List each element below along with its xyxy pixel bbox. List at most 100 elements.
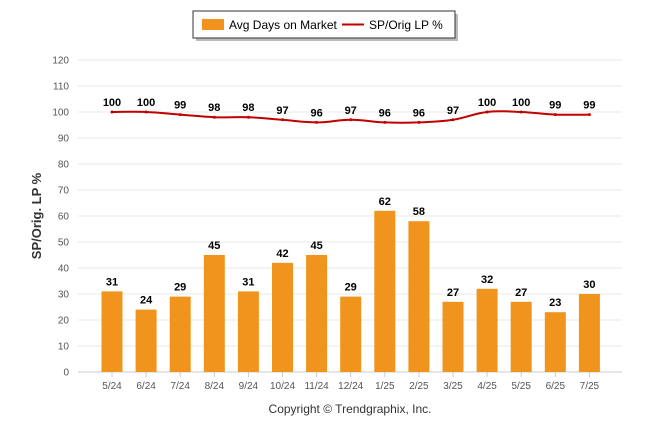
line-point xyxy=(110,110,114,114)
bar xyxy=(306,255,328,372)
x-tick-label: 3/25 xyxy=(443,381,463,392)
x-tick-label: 7/24 xyxy=(170,381,190,392)
y-tick-label: 10 xyxy=(58,342,70,353)
line-series xyxy=(110,110,591,124)
line-point xyxy=(485,110,489,114)
y-tick-label: 40 xyxy=(58,264,70,275)
line-value-label: 96 xyxy=(379,107,391,119)
y-tick-label: 90 xyxy=(58,134,70,145)
bar xyxy=(101,291,123,372)
y-axis-title: SP/Orig. LP % xyxy=(29,172,44,259)
bar xyxy=(135,309,157,372)
line-point xyxy=(212,115,216,119)
line-value-label: 99 xyxy=(174,100,186,112)
legend-bar-swatch xyxy=(202,19,224,30)
x-tick-label: 6/25 xyxy=(546,381,566,392)
bar-value-label: 31 xyxy=(106,276,118,288)
x-tick-labels: 5/24 6/24 7/24 8/24 9/24 10/24 11/24 12/24 1/25 2… xyxy=(102,372,600,392)
bar xyxy=(340,296,362,372)
y-tick-label: 100 xyxy=(52,108,69,119)
x-tick-label: 8/24 xyxy=(205,381,225,392)
y-tick-label: 50 xyxy=(58,238,70,249)
line-value-label: 100 xyxy=(103,97,121,109)
y-tick-label: 20 xyxy=(58,316,70,327)
bar xyxy=(442,301,464,372)
line-value-label: 100 xyxy=(137,97,155,109)
line-point xyxy=(281,118,284,122)
line-point xyxy=(451,118,455,122)
data-labels: 31 24 29 45 31 42 45 29 62 58 27 32 27 23 30 100 100 99 98… xyxy=(103,97,596,309)
bar xyxy=(272,262,293,372)
copyright-credit: Copyright © Trendgraphix, Inc. xyxy=(269,402,432,416)
x-tick-label: 12/24 xyxy=(338,381,363,392)
y-tick-label: 70 xyxy=(58,186,70,197)
bar xyxy=(237,291,259,372)
bar-value-label: 31 xyxy=(242,276,254,288)
bar-value-label: 30 xyxy=(583,279,595,291)
line-point xyxy=(519,110,523,114)
bar-value-label: 29 xyxy=(345,282,357,294)
x-tick-label: 7/25 xyxy=(580,381,600,392)
x-tick-label: 4/25 xyxy=(477,381,497,392)
y-tick-label: 0 xyxy=(63,368,69,379)
line-point xyxy=(383,120,387,124)
line-point xyxy=(144,110,148,114)
line-value-label: 99 xyxy=(583,100,595,112)
line-value-label: 97 xyxy=(345,105,357,117)
bar xyxy=(408,221,430,372)
y-tick-label: 80 xyxy=(58,160,70,171)
bar-value-label: 42 xyxy=(276,248,288,260)
bar-value-label: 45 xyxy=(310,240,322,252)
bar-value-label: 27 xyxy=(515,287,527,299)
bar-value-label: 45 xyxy=(208,240,220,252)
y-tick-label: 30 xyxy=(58,290,70,301)
bar-value-label: 24 xyxy=(140,295,153,307)
line-value-label: 99 xyxy=(549,100,561,112)
line-value-label: 96 xyxy=(413,107,425,119)
line-value-label: 97 xyxy=(447,105,459,117)
bar xyxy=(203,255,225,372)
x-tick-label: 5/25 xyxy=(511,381,531,392)
x-tick-label: 6/24 xyxy=(136,381,156,392)
bar-value-label: 27 xyxy=(447,287,459,299)
bar xyxy=(169,296,191,372)
y-tick-labels: 0 10 20 30 40 50 60 70 80 90 100 110 120 xyxy=(52,56,69,379)
bars xyxy=(101,210,600,372)
bar xyxy=(510,301,532,372)
bar-value-label: 58 xyxy=(413,206,425,218)
bar-value-label: 29 xyxy=(174,282,186,294)
line-point xyxy=(553,113,557,117)
line-value-label: 100 xyxy=(478,97,496,109)
line-point xyxy=(349,118,353,122)
legend-bar-label: Avg Days on Market xyxy=(229,18,337,32)
bar-value-label: 23 xyxy=(549,297,561,309)
line-point xyxy=(587,113,591,117)
legend-box xyxy=(192,10,456,39)
line-point xyxy=(315,120,319,124)
line-value-label: 100 xyxy=(512,97,530,109)
legend-line-label: SP/Orig LP % xyxy=(369,18,443,32)
bar xyxy=(374,210,396,372)
y-tick-label: 120 xyxy=(52,56,69,67)
line-value-label: 97 xyxy=(276,105,288,117)
bar-value-label: 32 xyxy=(481,274,493,286)
x-tick-label: 1/25 xyxy=(375,381,395,392)
x-tick-label: 5/24 xyxy=(102,381,122,392)
line-value-label: 98 xyxy=(242,102,254,114)
x-tick-label: 11/24 xyxy=(304,381,329,392)
line-point xyxy=(417,120,421,124)
legend: Avg Days on Market SP/Orig LP % xyxy=(192,10,458,41)
line-value-label: 96 xyxy=(310,107,322,119)
bar xyxy=(578,294,600,372)
y-tick-label: 60 xyxy=(58,212,70,223)
x-tick-label: 2/25 xyxy=(409,381,429,392)
line-value-label: 98 xyxy=(208,102,220,114)
y-tick-label: 110 xyxy=(53,82,69,93)
line-point xyxy=(178,113,182,117)
x-tick-label: 10/24 xyxy=(270,381,295,392)
line-point xyxy=(246,115,250,119)
bar xyxy=(476,288,498,372)
bar-value-label: 62 xyxy=(379,196,391,208)
